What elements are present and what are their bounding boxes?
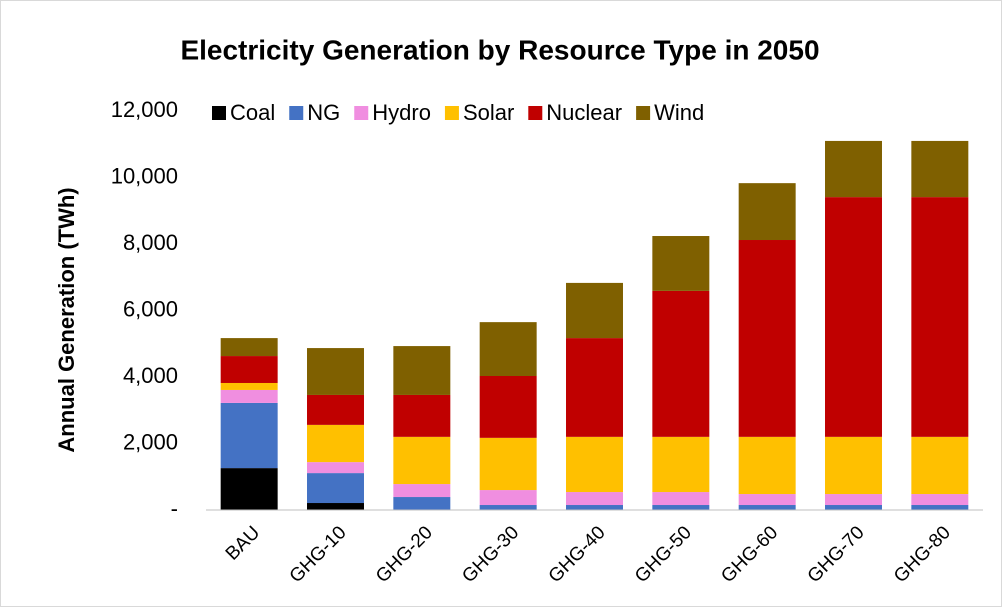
bar-segment <box>307 394 364 425</box>
bar-segment <box>479 505 537 510</box>
bar-segment <box>307 473 364 504</box>
bar-segment <box>825 494 882 506</box>
bar-segment <box>566 492 623 506</box>
legend-label: Nuclear <box>546 100 622 125</box>
y-tick-label: - <box>171 496 178 521</box>
bar-segment <box>393 346 451 395</box>
bar-segment <box>566 505 623 510</box>
legend-swatch <box>636 106 651 120</box>
bar-segment <box>479 322 537 377</box>
bar-segment <box>307 348 364 395</box>
bar-segment <box>307 503 364 510</box>
bar-segment <box>652 236 710 291</box>
chart-title: Electricity Generation by Resource Type … <box>180 34 819 65</box>
y-tick-label: 6,000 <box>123 296 178 321</box>
legend-swatch <box>289 106 304 120</box>
bar-segment <box>911 197 969 437</box>
bar-segment <box>825 140 882 198</box>
bar-segment <box>652 492 710 506</box>
y-tick-label: 2,000 <box>123 429 178 454</box>
bar-segment <box>566 338 623 437</box>
legend-label: Wind <box>654 100 704 125</box>
bar-segment <box>220 468 278 510</box>
legend-label: Coal <box>230 100 275 125</box>
legend-label: Solar <box>463 100 514 125</box>
bar-segment <box>566 282 623 339</box>
y-tick-label: 10,000 <box>111 163 178 188</box>
bar-segment <box>393 394 451 437</box>
bar-segment <box>479 376 537 438</box>
legend-label: Hydro <box>372 100 431 125</box>
bar-segment <box>738 494 796 506</box>
bar-segment <box>652 436 710 493</box>
bar-segment <box>738 183 796 241</box>
legend-swatch <box>354 106 369 120</box>
bar-segment <box>220 338 278 357</box>
bar-segment <box>738 240 796 437</box>
bar-segment <box>911 436 969 495</box>
bar-segment <box>911 140 969 198</box>
bar-segment <box>479 437 537 491</box>
bar-segment <box>825 505 882 510</box>
bar-segment <box>911 494 969 506</box>
bar-segment <box>220 389 278 403</box>
bar-segment <box>220 382 278 390</box>
bar-segment <box>738 436 796 495</box>
legend-label: NG <box>307 100 340 125</box>
bar-segment <box>652 505 710 510</box>
bar-segment <box>825 197 882 437</box>
legend-swatch <box>212 106 226 120</box>
bar-segment <box>825 436 882 495</box>
bar-segment <box>738 505 796 510</box>
y-tick-label: 4,000 <box>123 363 178 388</box>
bar-segment <box>393 436 451 485</box>
bar-segment <box>479 490 537 506</box>
y-tick-label: 8,000 <box>123 230 178 255</box>
bar-segment <box>566 436 623 493</box>
y-axis-title: Annual Generation (TWh) <box>54 187 79 452</box>
legend-swatch <box>528 106 543 120</box>
bar-segment <box>393 484 451 498</box>
y-tick-label: 12,000 <box>111 97 178 122</box>
bar-segment <box>307 424 364 463</box>
legend-swatch <box>444 106 459 120</box>
bar-segment <box>220 356 278 383</box>
bar-segment <box>652 290 710 437</box>
bar-segment <box>220 402 278 469</box>
bar-segment <box>393 497 451 510</box>
bar-segment <box>307 462 364 474</box>
bar-segment <box>911 505 969 510</box>
